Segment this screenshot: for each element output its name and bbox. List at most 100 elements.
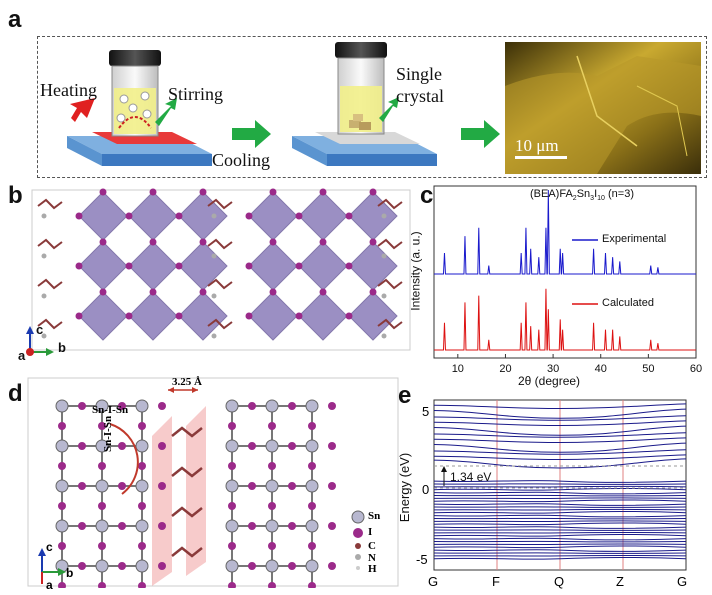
legend-c-marker <box>355 543 361 549</box>
iodine-atom <box>269 288 277 296</box>
conduction-band <box>433 437 687 444</box>
hotplate-2 <box>292 132 437 166</box>
iodine-atom <box>268 422 276 430</box>
tin-atom <box>265 559 279 573</box>
micrograph-image <box>505 42 701 174</box>
iodine-atom <box>58 542 66 550</box>
xrd-title: (BEA)FA2Sn3I10 (n=3) <box>530 188 634 203</box>
iodine-atom <box>118 402 126 410</box>
iodine-atom <box>345 212 353 220</box>
iodine-atom <box>138 462 146 470</box>
organic-cation <box>207 238 233 250</box>
iodine-atom <box>158 442 166 450</box>
valence-band <box>433 497 687 499</box>
iodine-atom <box>125 262 133 270</box>
kpoint-z: Z <box>616 574 624 589</box>
legend-sn: Sn <box>368 510 381 522</box>
organic-cation <box>377 198 403 210</box>
hydrogen-atom <box>41 253 47 259</box>
organic-cation <box>171 426 203 438</box>
iodine-atom <box>98 502 106 510</box>
iodine-atom <box>158 562 166 570</box>
crystal-structure-b <box>26 188 411 356</box>
heating-label: Heating <box>40 80 97 100</box>
iodine-atom <box>248 402 256 410</box>
tin-atom <box>95 519 109 533</box>
valence-band <box>433 499 687 503</box>
iodine-atom <box>138 542 146 550</box>
x-tick-label: 10 <box>452 363 464 375</box>
valence-band <box>433 531 687 534</box>
iodine-atom <box>138 422 146 430</box>
iodine-atom <box>369 188 377 196</box>
band-lines <box>433 400 687 570</box>
iodine-atom <box>98 542 106 550</box>
iodine-atom <box>328 442 336 450</box>
hydrogen-atom <box>211 293 217 299</box>
valence-band <box>433 534 687 537</box>
band-ylabel: Energy (eV) <box>397 452 413 523</box>
axis-b-label-d: b <box>66 566 74 580</box>
octahedron <box>178 291 228 341</box>
iodine-atom <box>118 562 126 570</box>
iodine-atom <box>118 482 126 490</box>
tin-atom <box>305 439 319 453</box>
valence-band <box>433 526 687 529</box>
xrd-legend-experimental: Experimental <box>602 233 667 245</box>
band-ytick-neg5: -5 <box>416 552 428 567</box>
organic-cation <box>377 318 403 330</box>
legend-h: H <box>368 563 377 575</box>
vial-2 <box>335 42 387 135</box>
valence-band <box>433 485 687 488</box>
x-tick-label: 20 <box>499 363 511 375</box>
valence-band <box>433 494 687 497</box>
iodine-atom <box>199 288 207 296</box>
valence-band <box>433 511 687 514</box>
iodine-atom <box>199 188 207 196</box>
iodine-atom <box>75 312 83 320</box>
iodine-atom <box>295 262 303 270</box>
panel-label-e: e <box>398 382 412 409</box>
conduction-band <box>433 425 687 436</box>
valence-band <box>433 545 687 549</box>
iodine-atom <box>308 502 316 510</box>
iodine-atom <box>328 522 336 530</box>
iodine-atom <box>149 288 157 296</box>
iodine-atom <box>98 582 106 588</box>
iodine-atom <box>308 582 316 588</box>
kpoint-q: Q <box>554 574 565 589</box>
iodine-atom <box>228 502 236 510</box>
iodine-atom <box>78 482 86 490</box>
valence-band <box>433 491 687 495</box>
x-tick-label: 40 <box>595 363 607 375</box>
tin-atom <box>135 559 149 573</box>
organic-cation <box>171 546 203 558</box>
iodine-atom <box>125 212 133 220</box>
hydrogen-atom <box>381 293 387 299</box>
hydrogen-atom <box>211 213 217 219</box>
valence-band <box>433 522 687 526</box>
iodine-atom <box>228 582 236 588</box>
organic-cation <box>37 318 63 330</box>
octahedra-layer <box>37 188 403 341</box>
legend-i-marker <box>353 528 363 538</box>
tin-atom <box>265 399 279 413</box>
iodine-atom <box>308 542 316 550</box>
gap-label: 1.34 eV <box>450 470 492 484</box>
stirring-arrow <box>155 98 177 126</box>
valence-band <box>433 483 687 485</box>
tin-atom <box>305 399 319 413</box>
iodine-atom <box>58 422 66 430</box>
scale-bar-label: 10 μm <box>515 136 559 155</box>
iodine-atom <box>138 502 146 510</box>
hotplate-1 <box>67 132 212 166</box>
iodine-atom <box>228 422 236 430</box>
xrd-ylabel: Intensity (a. u.) <box>408 231 423 311</box>
conduction-band <box>433 458 687 469</box>
valence-band <box>433 543 687 546</box>
organic-cation <box>377 238 403 250</box>
hydrogen-atom <box>381 333 387 339</box>
valence-band <box>433 488 687 491</box>
iodine-atom <box>268 502 276 510</box>
iodine-atom <box>78 562 86 570</box>
